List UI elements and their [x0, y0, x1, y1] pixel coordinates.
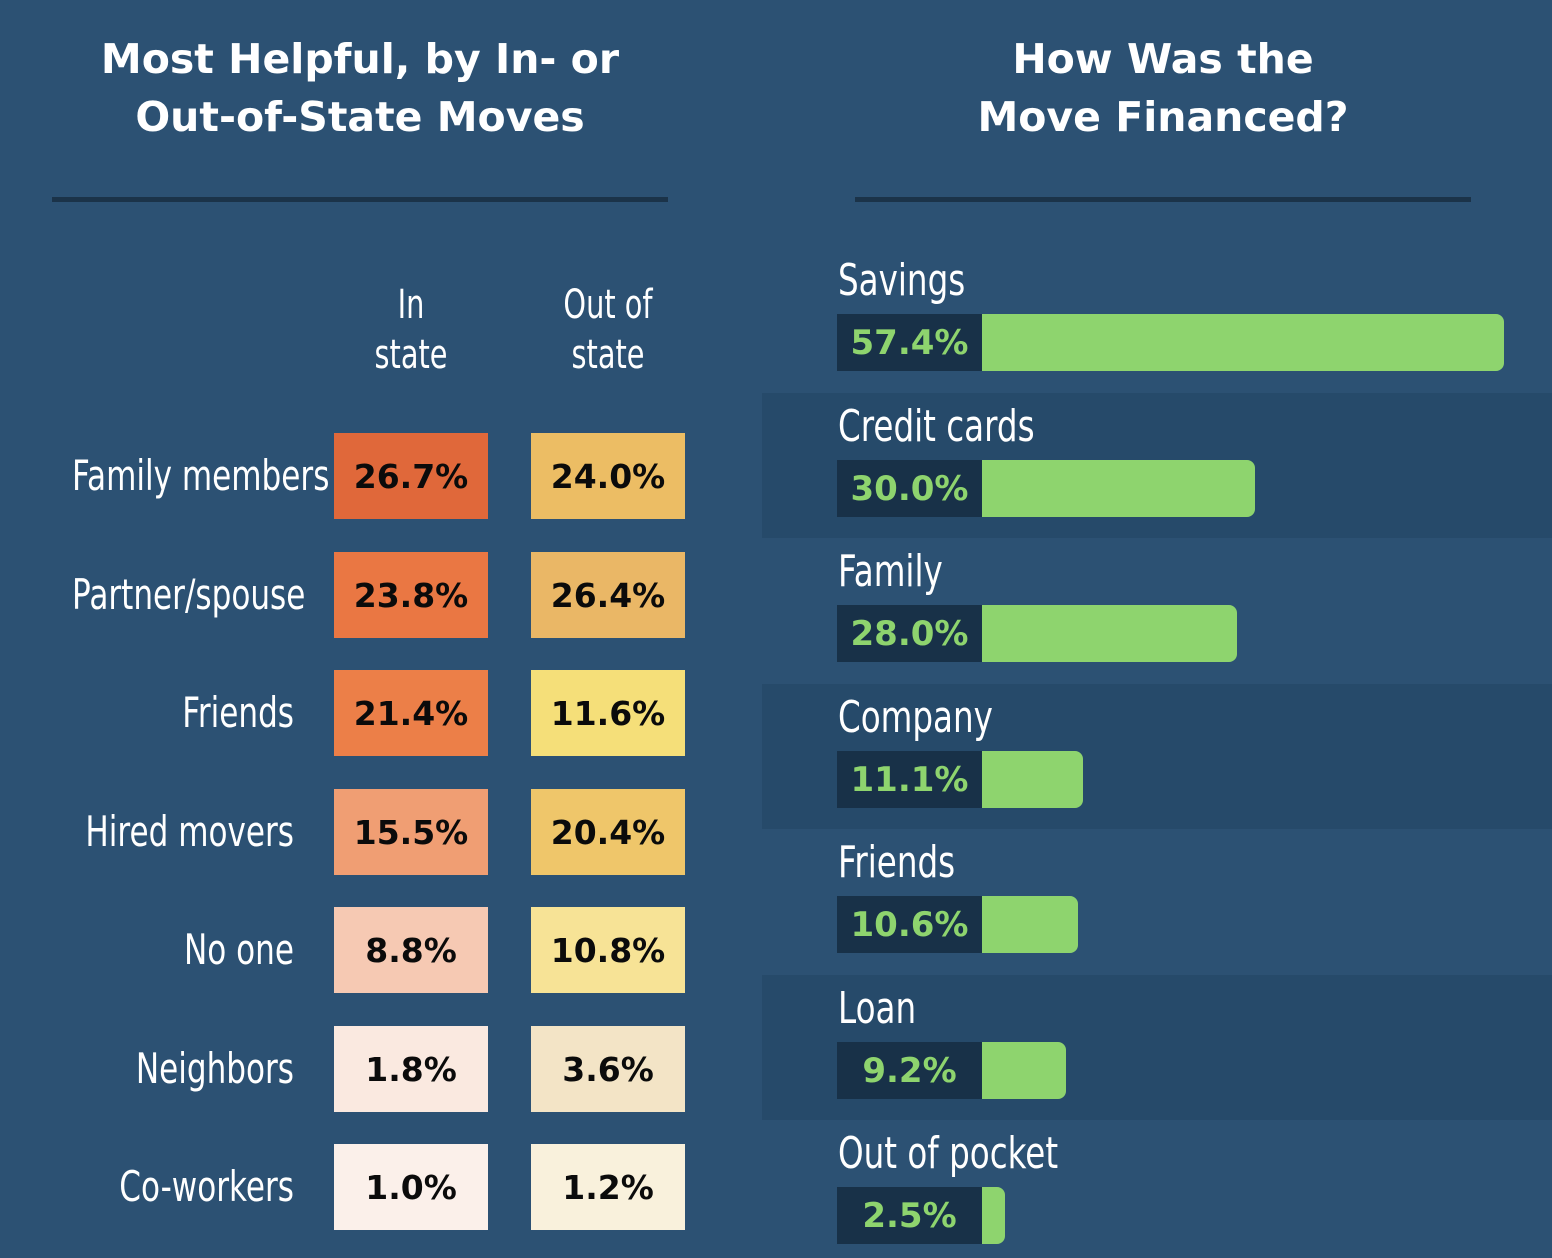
heatmap-cell-family-members-in-state: 26.7% [334, 433, 488, 519]
bar-value-savings: 57.4% [837, 314, 982, 371]
bar-friends [982, 896, 1078, 953]
bar-credit-cards [982, 460, 1255, 517]
heatmap-cell-neighbors-in-state: 1.8% [334, 1026, 488, 1112]
bar-chart-title-line-2: Move Financed? [977, 93, 1349, 141]
bar-family [982, 605, 1237, 662]
heatmap-cell-partner-spouse-out-of_state: 26.4% [531, 552, 685, 638]
bar-savings [982, 314, 1504, 371]
heatmap-title-divider [52, 197, 668, 202]
column-header-in-state: In state [356, 280, 467, 380]
column-header-in-state-line-1: In [397, 282, 425, 328]
bar-label-company: Company [838, 692, 993, 743]
heatmap-cell-neighbors-out-of_state: 3.6% [531, 1026, 685, 1112]
bar-value-company: 11.1% [837, 751, 982, 808]
heatmap-cell-hired-movers-in-state: 15.5% [334, 789, 488, 875]
row-label-hired-movers: Hired movers [85, 807, 294, 856]
heatmap-cell-hired-movers-out-of_state: 20.4% [531, 789, 685, 875]
row-label-family-members: Family members [72, 451, 330, 500]
bar-label-savings: Savings [838, 255, 966, 306]
heatmap-cell-no-one-out-of_state: 10.8% [531, 907, 685, 993]
bar-chart-title: How Was the Move Financed? [840, 30, 1486, 146]
row-label-no-one: No one [184, 925, 294, 974]
heatmap-cell-friends-in-state: 21.4% [334, 670, 488, 756]
heatmap-title: Most Helpful, by In- or Out-of-State Mov… [40, 30, 680, 146]
column-header-out-of-state-line-1: Out of [563, 282, 653, 328]
column-header-out-of-state-line-2: state [571, 332, 645, 378]
bar-chart-title-line-1: How Was the [1012, 35, 1314, 83]
heatmap-cell-family-members-out-of_state: 24.0% [531, 433, 685, 519]
bar-company [982, 751, 1083, 808]
bar-loan [982, 1042, 1066, 1099]
heatmap-cell-friends-out-of_state: 11.6% [531, 670, 685, 756]
heatmap-cell-no-one-in-state: 8.8% [334, 907, 488, 993]
row-label-neighbors: Neighbors [135, 1044, 294, 1093]
bar-label-out-of-pocket: Out of pocket [838, 1128, 1059, 1179]
bar-value-credit-cards: 30.0% [837, 460, 982, 517]
row-label-friends: Friends [182, 688, 294, 737]
bar-label-loan: Loan [838, 983, 917, 1034]
heatmap-cell-co-workers-in-state: 1.0% [334, 1144, 488, 1230]
row-label-partner-spouse: Partner/spouse [72, 570, 306, 619]
heatmap-cell-partner-spouse-in-state: 23.8% [334, 552, 488, 638]
bar-value-out-of-pocket: 2.5% [837, 1187, 982, 1244]
bar-chart-title-divider [855, 197, 1471, 202]
bar-label-family: Family [838, 546, 943, 597]
heatmap-cell-co-workers-out-of_state: 1.2% [531, 1144, 685, 1230]
bar-out-of-pocket [982, 1187, 1005, 1244]
bar-label-friends: Friends [838, 837, 956, 888]
bar-value-friends: 10.6% [837, 896, 982, 953]
bar-label-credit-cards: Credit cards [838, 401, 1035, 452]
heatmap-title-line-1: Most Helpful, by In- or [100, 35, 620, 83]
column-header-in-state-line-2: state [374, 332, 448, 378]
row-label-co-workers: Co-workers [119, 1162, 295, 1211]
bar-value-family: 28.0% [837, 605, 982, 662]
column-header-out-of-state: Out of state [553, 280, 664, 380]
heatmap-title-line-2: Out-of-State Moves [135, 93, 585, 141]
bar-value-loan: 9.2% [837, 1042, 982, 1099]
